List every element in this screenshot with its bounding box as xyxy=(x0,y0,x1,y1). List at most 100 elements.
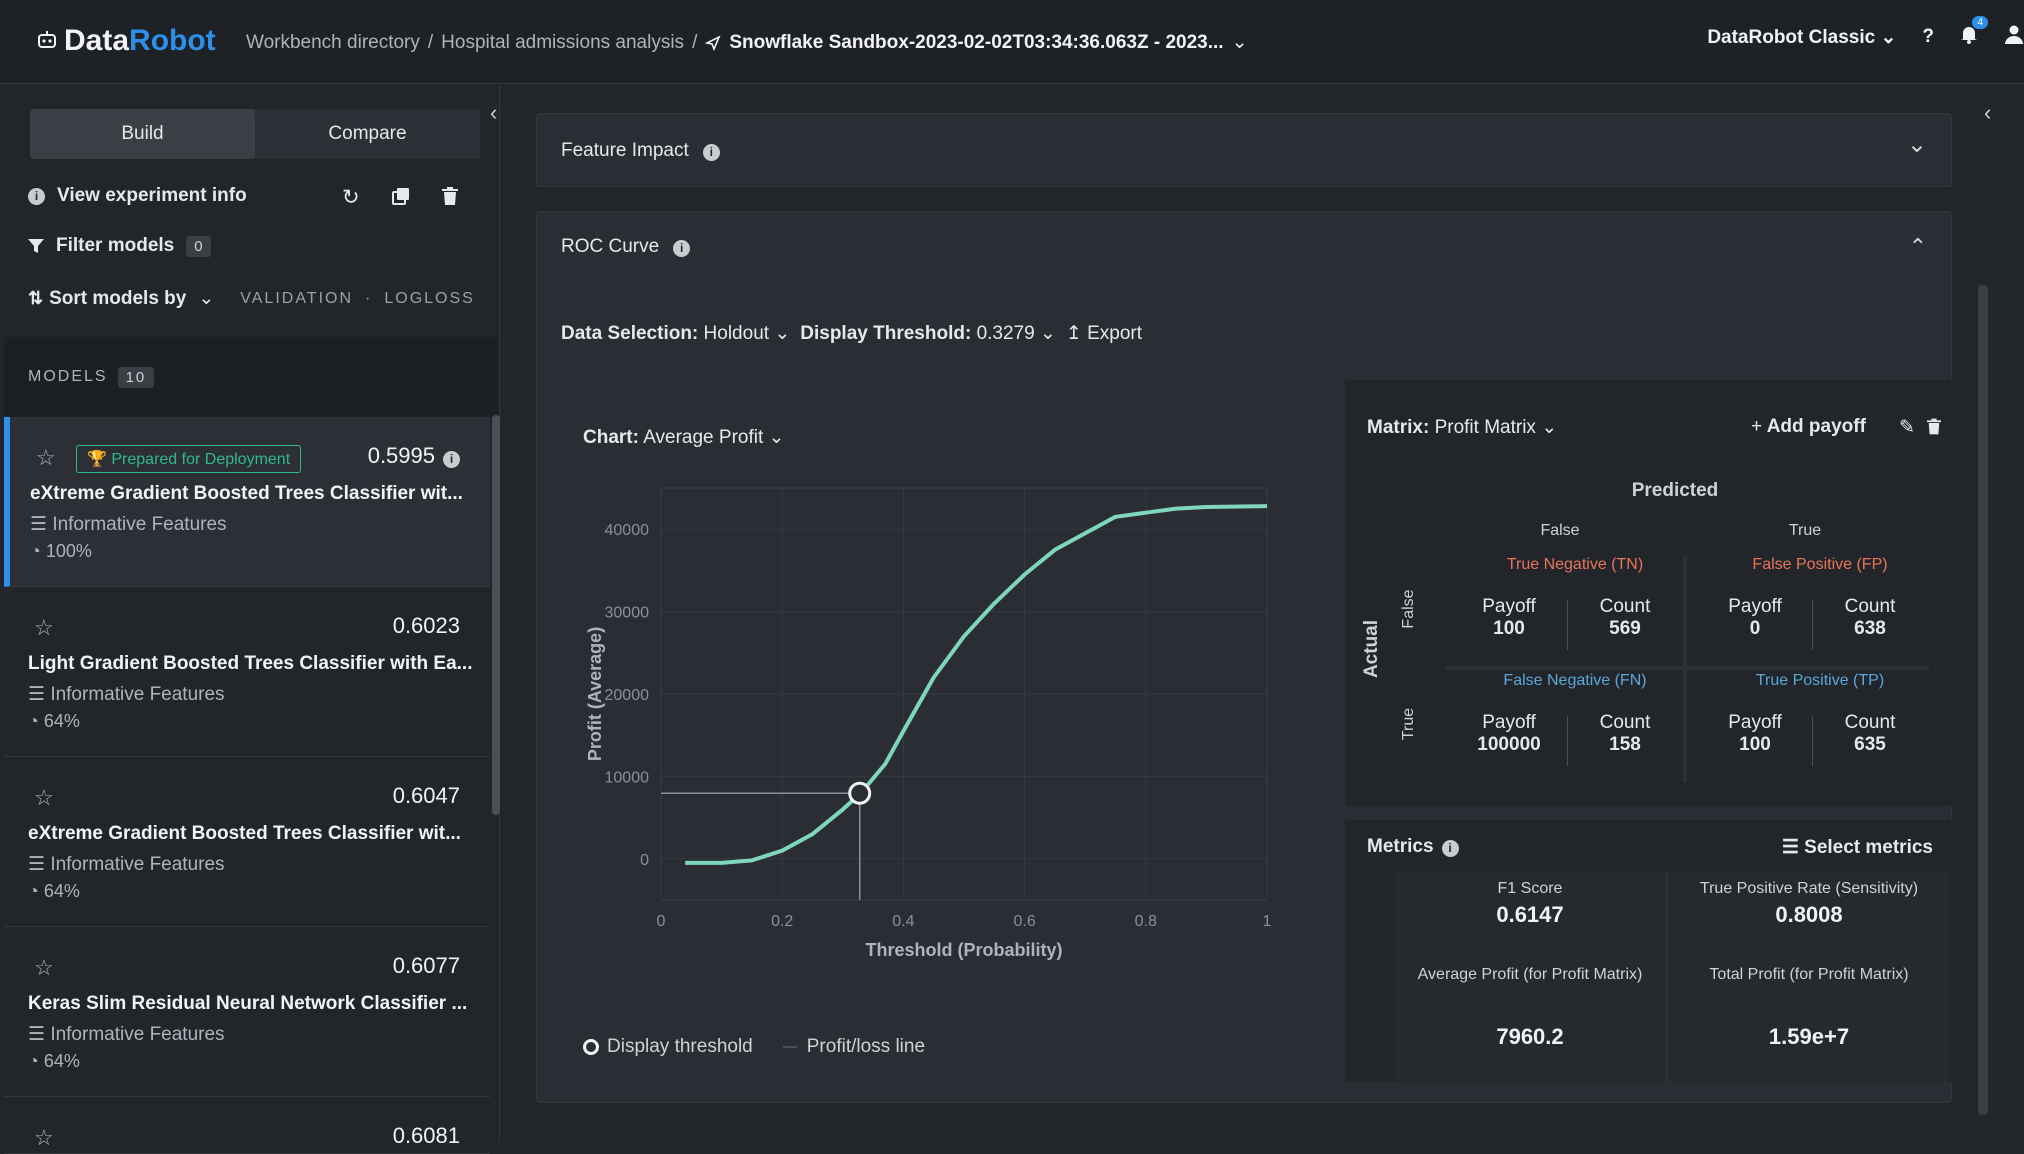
matrix-dropdown[interactable]: Matrix: Profit Matrix ⌄ xyxy=(1367,416,1557,439)
view-experiment-info-row[interactable]: i View experiment info xyxy=(28,185,247,207)
roc-curve-title: ROC Curve i xyxy=(561,236,691,258)
info-icon[interactable]: i xyxy=(702,144,720,161)
legend-display-threshold[interactable]: Display threshold xyxy=(583,1036,753,1058)
star-icon[interactable]: ☆ xyxy=(36,445,56,470)
profit-chart[interactable]: 0 0.2 0.4 0.6 0.8 1 0 10000 20000 30000 40000 Thre… xyxy=(561,480,1341,1080)
view-experiment-info[interactable]: View experiment info xyxy=(57,185,247,206)
fp-payoff[interactable]: Payoff 0 xyxy=(1705,596,1805,640)
x-tick-label: 0.4 xyxy=(892,913,914,930)
count-label: Count xyxy=(1599,596,1651,617)
add-payoff-button[interactable]: + Add payoff xyxy=(1751,416,1866,438)
display-threshold-label: Display Threshold: xyxy=(800,323,972,344)
datarobot-logo[interactable]: Data Robot xyxy=(36,24,216,58)
legend-profit-loss-label: Profit/loss line xyxy=(806,1036,926,1057)
fn-payoff[interactable]: Payoff 100000 xyxy=(1449,712,1569,756)
collapse-sidebar-icon[interactable]: ‹ xyxy=(490,100,498,125)
model-score: 0.5995 i xyxy=(368,443,460,469)
select-metrics-button[interactable]: ☰ Select metrics xyxy=(1782,836,1933,859)
display-threshold-dropdown[interactable]: Display Threshold: 0.3279 ⌄ xyxy=(800,322,1056,345)
star-icon[interactable]: ☆ xyxy=(34,1125,54,1150)
chevron-down-icon[interactable]: ⌄ xyxy=(1906,131,1927,158)
model-name: Light Gradient Boosted Trees Classifier … xyxy=(28,653,473,674)
matrix-hdivider xyxy=(1445,666,1929,670)
trash-icon[interactable] xyxy=(442,187,458,210)
main-scrollbar[interactable] xyxy=(1978,285,1988,1115)
filter-models-label[interactable]: Filter models xyxy=(56,235,175,256)
pencil-icon[interactable]: ✎ xyxy=(1899,417,1915,438)
payoff-label: Payoff xyxy=(1482,712,1536,733)
chevron-up-icon[interactable]: ⌃ xyxy=(1908,234,1927,259)
info-icon[interactable]: i xyxy=(673,240,691,257)
breadcrumb-workbench[interactable]: Workbench directory xyxy=(246,31,420,53)
data-selection-dropdown[interactable]: Data Selection: Holdout ⌄ xyxy=(561,322,790,345)
breadcrumb-separator: / xyxy=(427,31,434,53)
trash-icon[interactable] xyxy=(1927,418,1941,440)
refresh-icon[interactable]: ↻ xyxy=(342,186,360,209)
info-icon[interactable]: i xyxy=(443,451,460,468)
chevron-down-icon: ⌄ xyxy=(1541,417,1558,438)
tab-build[interactable]: Build xyxy=(30,109,255,159)
help-icon[interactable]: ? xyxy=(1922,26,1934,47)
payoff-label: Payoff xyxy=(1728,596,1782,617)
bell-icon[interactable]: 4 xyxy=(1960,16,1988,50)
metrics-label: Metrics xyxy=(1367,836,1434,857)
model-card[interactable]: ☆ 0.6023 Light Gradient Boosted Trees Cl… xyxy=(4,587,490,757)
total-profit: Total Profit (for Profit Matrix) 1.59e+7 xyxy=(1669,966,1949,1050)
breadcrumb-project[interactable]: Hospital admissions analysis xyxy=(441,31,685,53)
sort-models-row[interactable]: ⇅ Sort models by ⌄ VALIDATION · LOGLOSS xyxy=(28,287,475,310)
tp-payoff[interactable]: Payoff 100 xyxy=(1705,712,1805,756)
collapse-right-panel-icon[interactable]: ‹ xyxy=(1984,100,1992,125)
deployment-badge-label: Prepared for Deployment xyxy=(111,451,291,468)
predicted-header: Predicted xyxy=(1631,480,1719,501)
logo-text-data: Data xyxy=(64,24,130,57)
total-profit-value: 1.59e+7 xyxy=(1768,1024,1850,1049)
actual-true-header: True xyxy=(1400,707,1417,741)
legend-profit-loss-line[interactable]: Profit/loss line xyxy=(782,1036,926,1058)
feature-list-label: Informative Features xyxy=(50,684,225,705)
chevron-down-icon: ⌄ xyxy=(1880,26,1897,48)
datarobot-classic-link[interactable]: DataRobot Classic ⌄ xyxy=(1707,26,1896,49)
model-score: 0.6023 xyxy=(392,613,460,638)
breadcrumb-dataset[interactable]: Snowflake Sandbox-2023-02-02T03:34:36.06… xyxy=(729,31,1224,53)
tn-payoff[interactable]: Payoff 100 xyxy=(1459,596,1559,640)
model-card[interactable]: ☆ 0.6077 Keras Slim Residual Neural Netw… xyxy=(4,927,490,1097)
filter-models-row[interactable]: Filter models 0 xyxy=(28,235,211,257)
feature-impact-panel[interactable]: Feature Impact i ⌄ xyxy=(536,113,1952,187)
threshold-marker[interactable] xyxy=(848,781,872,805)
tn-payoff-value: 100 xyxy=(1493,618,1525,639)
sort-models-label[interactable]: Sort models by xyxy=(49,287,187,309)
star-icon[interactable]: ☆ xyxy=(34,955,54,980)
feature-list: ☰ Informative Features xyxy=(28,1024,225,1045)
roc-curve-panel: ROC Curve i ⌃ Data Selection: Holdout ⌄ D… xyxy=(536,211,1955,1103)
f1-score-value: 0.6147 xyxy=(1496,902,1564,927)
breadcrumb: Workbench directory / Hospital admission… xyxy=(246,31,1248,54)
matrix-value: Profit Matrix xyxy=(1434,417,1536,438)
profit-matrix: Matrix: Profit Matrix ⌄ + Add payoff ✎ P… xyxy=(1345,380,1955,806)
sort-separator: · xyxy=(365,289,373,307)
chart-type-dropdown[interactable]: Chart: Average Profit ⌄ xyxy=(583,426,784,449)
matrix-vdivider xyxy=(1683,556,1687,782)
export-button[interactable]: ↥ Export xyxy=(1066,322,1142,345)
average-profit-label: Average Profit (for Profit Matrix) xyxy=(1417,966,1643,983)
chevron-down-icon[interactable]: ⌄ xyxy=(1231,32,1248,53)
average-profit: Average Profit (for Profit Matrix) 7960.2 xyxy=(1395,966,1665,1050)
info-icon[interactable]: i xyxy=(1441,840,1459,857)
sliders-icon: ☰ xyxy=(1781,837,1799,858)
fp-count: Count 638 xyxy=(1820,596,1920,640)
duplicate-icon[interactable] xyxy=(392,187,410,210)
build-compare-toggle: Build Compare xyxy=(30,109,480,159)
user-icon[interactable] xyxy=(2004,24,2024,50)
star-icon[interactable]: ☆ xyxy=(34,615,54,640)
cell-divider xyxy=(1567,600,1568,650)
select-metrics-label: Select metrics xyxy=(1804,837,1933,858)
feature-impact-title: Feature Impact i xyxy=(561,140,720,162)
sidebar-scrollbar[interactable] xyxy=(492,415,500,815)
model-card[interactable]: ☆ 0.6047 eXtreme Gradient Boosted Trees … xyxy=(4,757,490,927)
star-icon[interactable]: ☆ xyxy=(34,785,54,810)
chevron-down-icon: ⌄ xyxy=(774,323,791,344)
tab-compare[interactable]: Compare xyxy=(328,123,407,144)
model-card[interactable]: ☆ 0.6081 xyxy=(4,1097,490,1154)
classic-label: DataRobot Classic xyxy=(1707,26,1876,48)
model-card[interactable]: ☆ 🏆 Prepared for Deployment 0.5995 i eXtr… xyxy=(4,417,490,587)
data-selection-value: Holdout xyxy=(703,323,770,344)
